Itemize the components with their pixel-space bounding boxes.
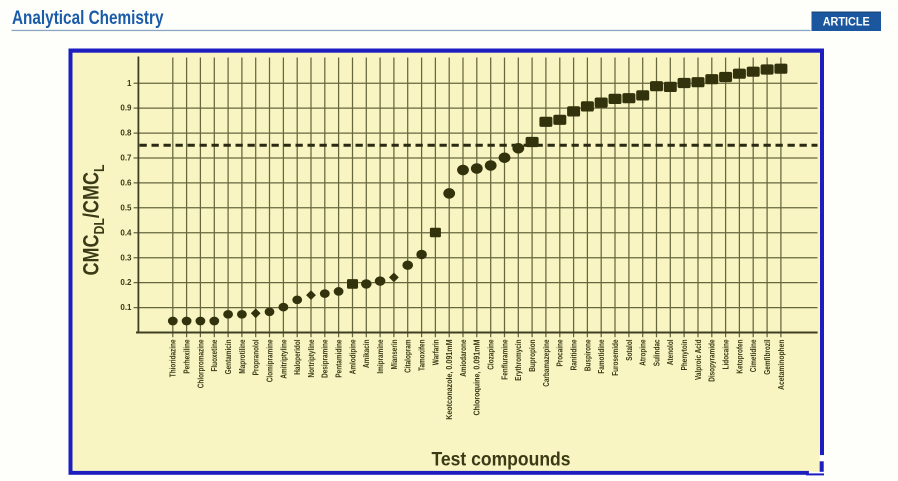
svg-text:Tamoxifen: Tamoxifen [418, 339, 427, 371]
svg-text:Ranitidine: Ranitidine [570, 339, 579, 370]
svg-text:Amiodarone: Amiodarone [459, 339, 468, 377]
svg-text:Test compounds: Test compounds [432, 450, 571, 471]
svg-text:Pentamidine: Pentamidine [335, 339, 344, 378]
svg-text:0.2: 0.2 [120, 278, 132, 287]
svg-text:Imipramine: Imipramine [376, 339, 385, 374]
svg-text:Fenfluramine: Fenfluramine [500, 339, 509, 380]
svg-text:0.6: 0.6 [120, 179, 132, 188]
svg-text:Bupropion: Bupropion [528, 339, 537, 371]
svg-text:Haloperidol: Haloperidol [293, 340, 302, 375]
svg-text:Clomipramine: Clomipramine [265, 339, 274, 382]
svg-text:Carbamazepine: Carbamazepine [542, 339, 551, 387]
svg-text:Atropine: Atropine [639, 339, 648, 366]
svg-text:Keotconazole, 0.091mM: Keotconazole, 0.091mM [445, 339, 454, 420]
svg-text:Desipramine: Desipramine [321, 339, 330, 378]
svg-text:0.4: 0.4 [120, 228, 132, 237]
svg-text:Maprotiline: Maprotiline [238, 339, 247, 374]
svg-text:Famotidine: Famotidine [597, 339, 606, 374]
svg-text:Clozapine: Clozapine [487, 339, 496, 370]
svg-text:ARTICLE: ARTICLE [823, 16, 870, 28]
svg-text:Chloroquine, 0.091mM: Chloroquine, 0.091mM [473, 339, 482, 415]
svg-text:Disopyramide: Disopyramide [708, 339, 717, 382]
svg-text:Mianserin: Mianserin [390, 339, 399, 369]
svg-text:0.3: 0.3 [120, 253, 132, 262]
svg-text:1: 1 [127, 79, 132, 88]
svg-text:Warfarin: Warfarin [431, 339, 440, 365]
svg-text:Furosemide: Furosemide [611, 339, 620, 376]
svg-text:Citalopram: Citalopram [404, 340, 413, 373]
svg-text:Perhexiline: Perhexiline [183, 339, 192, 374]
svg-text:Thioridazine: Thioridazine [169, 339, 178, 377]
svg-text:Atenolol: Atenolol [666, 340, 675, 366]
svg-text:0.9: 0.9 [120, 104, 132, 113]
svg-text:Propranolol: Propranolol [252, 340, 261, 376]
svg-text:Sotalol: Sotalol [625, 340, 634, 361]
svg-text:Gentamicin: Gentamicin [224, 339, 233, 374]
svg-text:Ketoprofen: Ketoprofen [735, 339, 744, 373]
svg-text:Chlorpromazine: Chlorpromazine [196, 339, 205, 388]
svg-text:0.5: 0.5 [120, 203, 132, 212]
svg-text:Amlodipine: Amlodipine [348, 339, 357, 374]
svg-text:Amitriptyline: Amitriptyline [279, 339, 288, 379]
svg-text:Phenytoin: Phenytoin [680, 339, 689, 370]
svg-text:0.8: 0.8 [120, 129, 132, 138]
svg-text:Buspirone: Buspirone [583, 339, 592, 371]
svg-text:Gemfibrozil: Gemfibrozil [763, 340, 772, 375]
svg-text:Nortriptyline: Nortriptyline [307, 339, 316, 377]
svg-text:Lidocaine: Lidocaine [722, 339, 731, 369]
svg-text:0.1: 0.1 [120, 303, 132, 312]
svg-text:Amikacin: Amikacin [362, 339, 371, 368]
svg-text:Acetaminophen: Acetaminophen [777, 339, 786, 389]
svg-text:Fluoxetine: Fluoxetine [210, 339, 219, 371]
svg-text:Valproic Acid: Valproic Acid [694, 339, 703, 380]
svg-text:0.7: 0.7 [120, 154, 132, 163]
svg-text:Erythromycin: Erythromycin [514, 339, 523, 380]
svg-text:Procaine: Procaine [556, 339, 565, 366]
svg-text:Cimetidine: Cimetidine [749, 339, 758, 372]
svg-text:Sulindac: Sulindac [652, 339, 661, 366]
svg-text:Analytical Chemistry: Analytical Chemistry [12, 7, 164, 29]
